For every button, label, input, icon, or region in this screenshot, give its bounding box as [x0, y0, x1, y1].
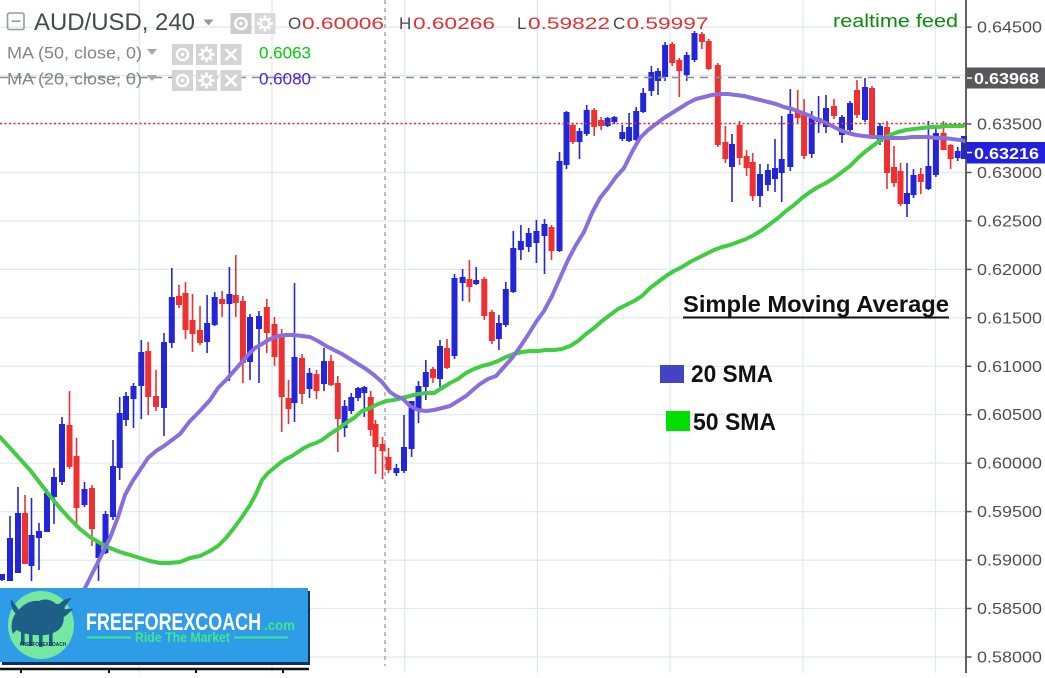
svg-text:L: L: [517, 14, 526, 33]
svg-text:0.58500: 0.58500: [977, 601, 1042, 618]
svg-text:MA (50, close, 0): MA (50, close, 0): [7, 45, 142, 63]
svg-text:0.61500: 0.61500: [977, 310, 1042, 327]
svg-text:Simple Moving Average: Simple Moving Average: [683, 291, 949, 317]
svg-text:0.63968: 0.63968: [974, 71, 1039, 88]
svg-text:50 SMA: 50 SMA: [693, 409, 776, 436]
svg-text:0.59997: 0.59997: [627, 14, 709, 33]
svg-text:0.62500: 0.62500: [977, 213, 1042, 230]
svg-text:0.58000: 0.58000: [977, 650, 1042, 667]
svg-text:0.63216: 0.63216: [974, 146, 1039, 163]
svg-text:0.60006: 0.60006: [302, 14, 384, 33]
svg-text:0.63500: 0.63500: [977, 117, 1042, 134]
svg-text:0.59500: 0.59500: [977, 504, 1042, 521]
svg-text:0.60000: 0.60000: [977, 456, 1042, 473]
svg-text:0.60500: 0.60500: [977, 407, 1042, 424]
svg-text:realtime feed: realtime feed: [833, 11, 958, 31]
svg-text:FREEFOREXCOACH: FREEFOREXCOACH: [20, 642, 66, 648]
svg-text:0.6063: 0.6063: [259, 44, 311, 63]
svg-text:FREEFOREXCOACH: FREEFOREXCOACH: [86, 609, 261, 636]
svg-text:O: O: [288, 14, 301, 33]
svg-text:AUD/USD, 240: AUD/USD, 240: [34, 9, 195, 36]
svg-text:0.62000: 0.62000: [977, 262, 1042, 279]
svg-text:C: C: [613, 14, 625, 33]
svg-text:0.63000: 0.63000: [977, 165, 1042, 182]
svg-text:0.64500: 0.64500: [977, 20, 1042, 37]
svg-text:0.61000: 0.61000: [977, 359, 1042, 376]
svg-text:0.59822: 0.59822: [528, 14, 610, 33]
svg-text:Ride The Market: Ride The Market: [135, 630, 230, 645]
svg-text:20 SMA: 20 SMA: [691, 361, 773, 388]
svg-text:.com: .com: [264, 617, 295, 633]
svg-text:0.6080: 0.6080: [259, 70, 311, 89]
svg-text:H: H: [399, 14, 411, 33]
svg-text:0.60266: 0.60266: [413, 14, 495, 33]
svg-text:MA (20, close, 0): MA (20, close, 0): [7, 71, 142, 89]
svg-text:0.59000: 0.59000: [977, 553, 1042, 570]
